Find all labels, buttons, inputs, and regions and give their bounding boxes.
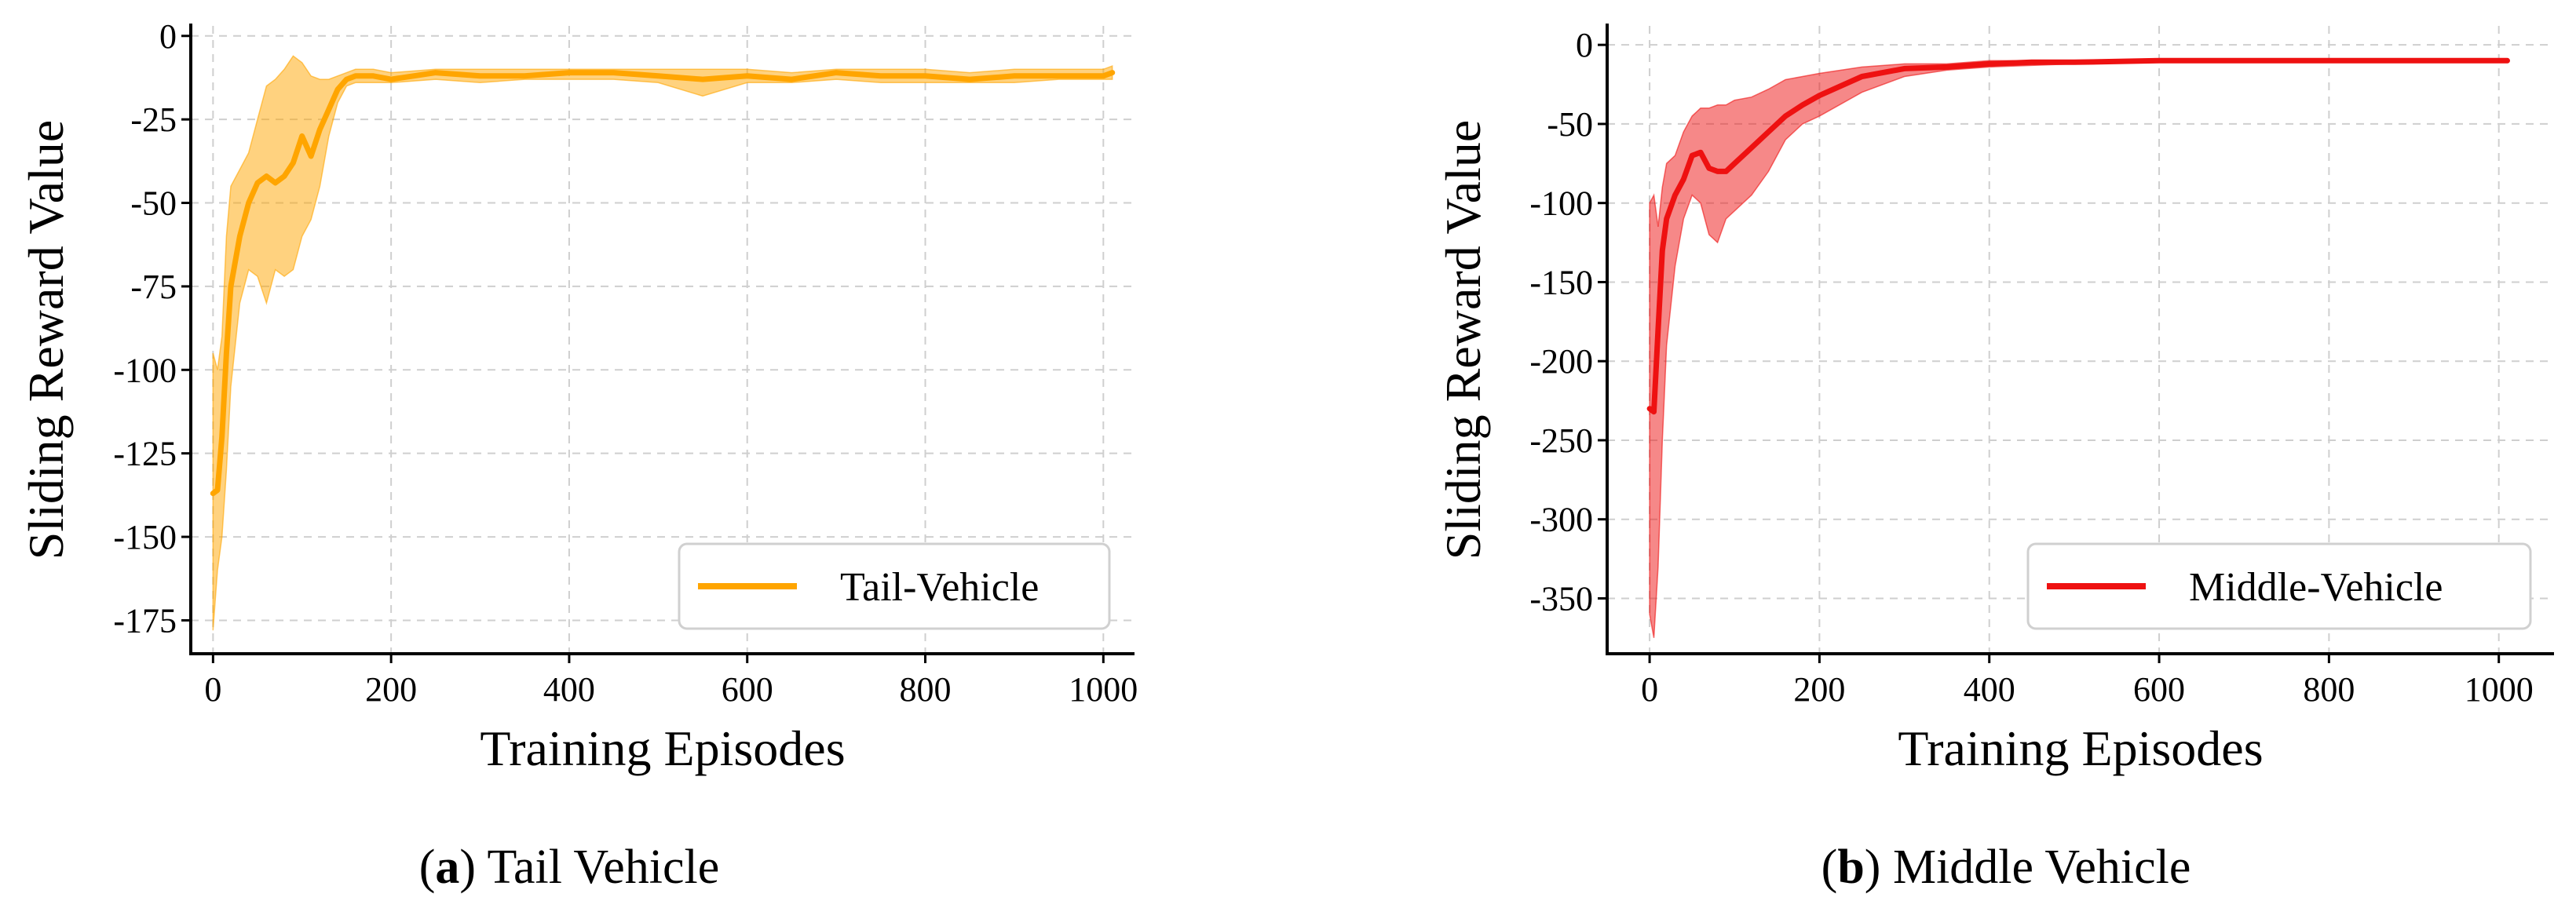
x-tick-label: 1000 [1069,670,1138,709]
y-tick-label: 0 [1576,26,1593,64]
y-axis-title: Sliding Reward Value [18,120,74,560]
y-tick-label: 0 [159,17,177,56]
y-tick-label: -50 [130,184,177,223]
x-tick-label: 200 [1793,670,1845,709]
x-tick-label: 0 [1641,670,1658,709]
legend: Tail-Vehicle [678,542,1111,630]
y-tick-label: -250 [1529,421,1593,460]
series-line [1646,57,2510,415]
panel-tail-vehicle: 0 200 400 600 800 1000 0 -25 -50 -75 -100 -125 -150 -… [18,17,1138,776]
x-tick-label: 600 [2133,670,2185,709]
y-tick-label: -125 [113,435,177,473]
x-tick-label: 800 [2303,670,2355,709]
legend-label: Middle-Vehicle [2189,565,2443,610]
caption-a: (a) Tail Vehicle [419,841,720,894]
legend-box [2026,542,2532,630]
legend: Middle-Vehicle [2026,542,2532,630]
x-tick-label: 0 [204,670,221,709]
series-line [210,70,1116,497]
y-tick-label: -100 [1529,184,1593,223]
y-tick-label: -25 [130,100,177,139]
y-tick-label: -150 [1529,263,1593,301]
y-tick-label: -100 [113,351,177,389]
x-tick-label: 1000 [2465,670,2534,709]
x-tick-label: 400 [1964,670,2015,709]
axes-spine [1606,24,2554,655]
legend-box [678,542,1111,630]
legend-label: Tail-Vehicle [840,565,1039,610]
y-tick-label: -200 [1529,342,1593,381]
x-tick-label: 800 [900,670,952,709]
panel-middle-vehicle: 0 200 400 600 800 1000 0 -50 -100 -150 -200 -250 -30… [1435,24,2554,776]
y-tick-label: -50 [1547,105,1593,144]
x-axis-title: Training Episodes [480,720,845,776]
x-tick-label: 400 [543,670,595,709]
caption-b: (b) Middle Vehicle [1821,841,2191,894]
y-axis-title: Sliding Reward Value [1435,120,1491,560]
x-axis-title: Training Episodes [1898,720,2263,776]
confidence-band [212,55,1113,631]
x-tick-label: 600 [722,670,773,709]
y-tick-label: -175 [113,601,177,640]
axes-spine [189,24,1135,655]
y-tick-label: -75 [130,268,177,306]
y-tick-label: -350 [1529,579,1593,618]
x-tick-label: 200 [365,670,417,709]
y-tick-label: -300 [1529,501,1593,539]
y-tick-label: -150 [113,518,177,556]
